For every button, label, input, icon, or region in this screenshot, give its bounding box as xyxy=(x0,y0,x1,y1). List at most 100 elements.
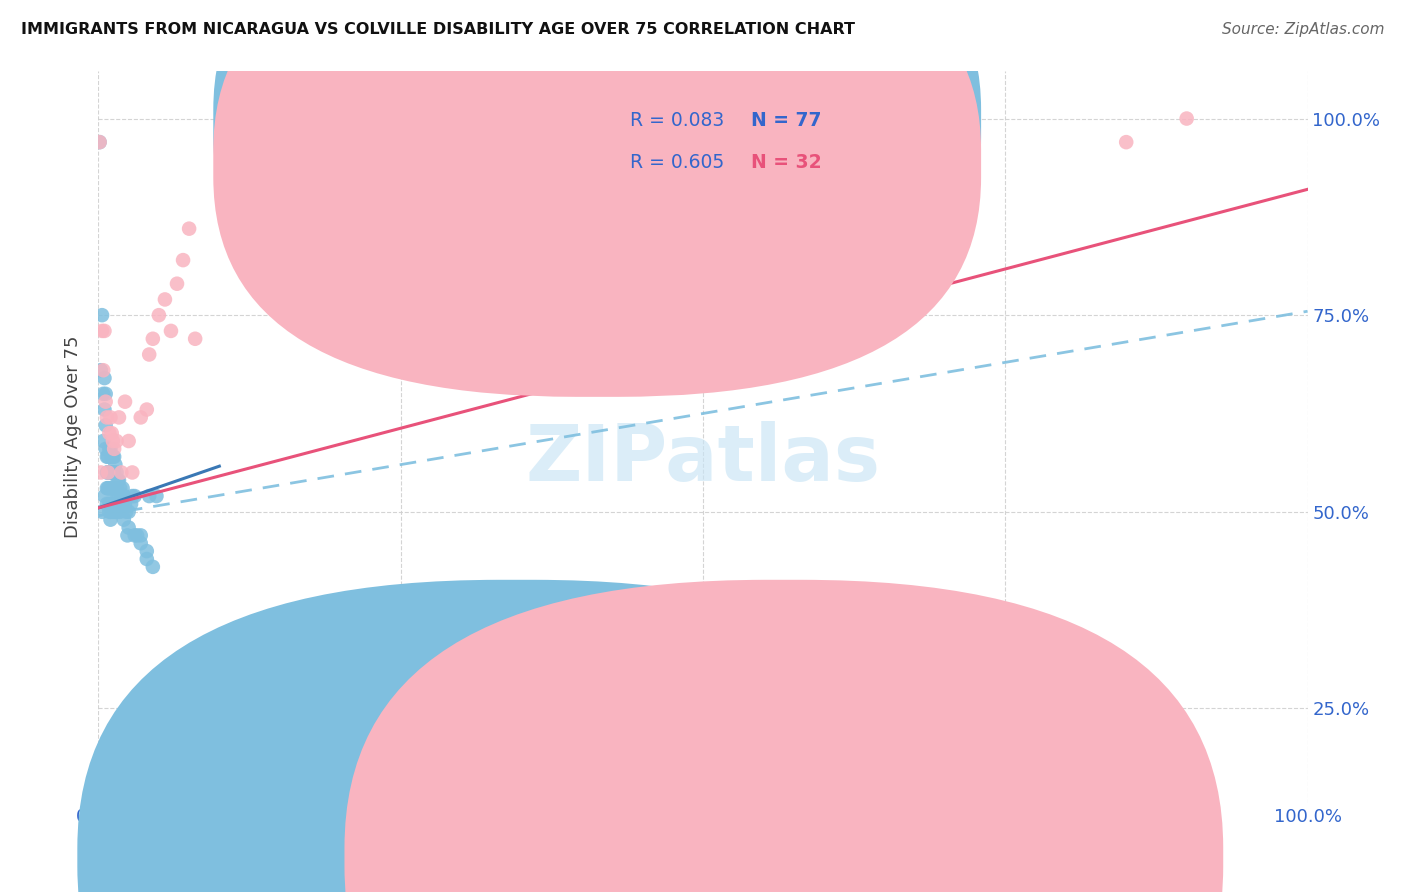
Point xyxy=(129,410,152,425)
Point xyxy=(103,442,125,456)
Point xyxy=(108,489,131,503)
Point xyxy=(98,497,121,511)
Y-axis label: Disability Age Over 75: Disability Age Over 75 xyxy=(65,335,83,539)
Point xyxy=(100,497,122,511)
Point xyxy=(100,410,122,425)
Point xyxy=(101,450,124,464)
Point xyxy=(153,293,176,307)
Point xyxy=(160,324,183,338)
Text: N = 32: N = 32 xyxy=(751,153,823,171)
Point xyxy=(142,559,165,574)
Point xyxy=(124,489,146,503)
Point xyxy=(138,347,160,361)
Point xyxy=(100,481,122,495)
Point xyxy=(89,135,111,149)
Point xyxy=(1115,135,1137,149)
Point xyxy=(100,481,122,495)
Point xyxy=(166,277,188,291)
Point xyxy=(105,505,128,519)
Point xyxy=(98,442,121,456)
Text: IMMIGRANTS FROM NICARAGUA VS COLVILLE DISABILITY AGE OVER 75 CORRELATION CHART: IMMIGRANTS FROM NICARAGUA VS COLVILLE DI… xyxy=(21,22,855,37)
Point xyxy=(124,528,146,542)
Point xyxy=(135,402,157,417)
Point xyxy=(115,505,138,519)
Point xyxy=(101,481,124,495)
Point xyxy=(108,505,131,519)
Point xyxy=(153,732,176,747)
Point xyxy=(93,402,115,417)
Point xyxy=(148,308,170,322)
Point xyxy=(1175,112,1198,126)
Point xyxy=(101,466,124,480)
Point xyxy=(89,135,111,149)
Point xyxy=(138,489,160,503)
Point xyxy=(100,513,122,527)
Point xyxy=(117,528,139,542)
Point xyxy=(97,450,120,464)
Text: Source: ZipAtlas.com: Source: ZipAtlas.com xyxy=(1222,22,1385,37)
Text: Colville: Colville xyxy=(808,848,869,866)
Point xyxy=(98,481,121,495)
Point xyxy=(107,489,129,503)
Point xyxy=(121,466,143,480)
Point xyxy=(101,434,124,448)
Point xyxy=(96,410,118,425)
Point xyxy=(100,466,122,480)
Point xyxy=(93,371,115,385)
Point xyxy=(94,394,117,409)
Point xyxy=(94,418,117,433)
Point xyxy=(97,481,120,495)
Point xyxy=(100,426,122,441)
Point xyxy=(98,466,121,480)
Point xyxy=(100,505,122,519)
Point xyxy=(184,332,207,346)
Point xyxy=(111,481,134,495)
Point xyxy=(103,505,125,519)
Point xyxy=(103,450,125,464)
Point xyxy=(90,363,112,377)
FancyBboxPatch shape xyxy=(214,0,981,357)
Point xyxy=(91,308,114,322)
Point xyxy=(129,528,152,542)
Point xyxy=(111,497,134,511)
Point xyxy=(172,253,194,268)
Point xyxy=(105,466,128,480)
FancyBboxPatch shape xyxy=(214,0,981,397)
Text: R = 0.605: R = 0.605 xyxy=(630,153,724,171)
Point xyxy=(97,466,120,480)
Point xyxy=(127,528,149,542)
Point xyxy=(90,466,112,480)
Point xyxy=(105,481,128,495)
Point xyxy=(91,324,114,338)
Point xyxy=(142,332,165,346)
Point xyxy=(118,434,141,448)
Point xyxy=(96,497,118,511)
Point xyxy=(120,497,142,511)
Point xyxy=(129,536,152,550)
Point xyxy=(121,489,143,503)
Point xyxy=(108,481,131,495)
Text: N = 77: N = 77 xyxy=(751,111,823,130)
Point xyxy=(100,450,122,464)
Point xyxy=(135,552,157,566)
Text: ZIPatlas: ZIPatlas xyxy=(526,421,880,497)
Point xyxy=(104,458,127,472)
Point xyxy=(118,505,141,519)
Point xyxy=(114,497,136,511)
Point xyxy=(96,481,118,495)
Point xyxy=(135,544,157,558)
Point xyxy=(96,466,118,480)
Point xyxy=(103,466,125,480)
FancyBboxPatch shape xyxy=(77,580,956,892)
Text: Immigrants from Nicaragua: Immigrants from Nicaragua xyxy=(541,848,770,866)
Point xyxy=(98,426,121,441)
Point xyxy=(148,732,170,747)
Point xyxy=(112,513,135,527)
Text: R = 0.083: R = 0.083 xyxy=(630,111,724,130)
Point xyxy=(93,489,115,503)
Point xyxy=(179,221,201,235)
Point xyxy=(107,473,129,487)
Point xyxy=(97,466,120,480)
Point xyxy=(108,497,131,511)
Point xyxy=(108,410,131,425)
